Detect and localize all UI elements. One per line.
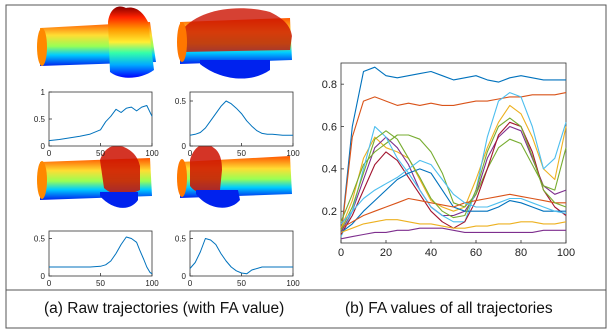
small-plot-3: 0 50 100 0 0.5	[34, 230, 159, 288]
small-plot-4-xtick-label: 0	[188, 279, 193, 288]
small-plot-1-xtick-label: 100	[145, 149, 159, 158]
small-plot-3-xtick-label: 0	[47, 279, 52, 288]
small-plot-2-ytick-label: 0.5	[175, 97, 187, 106]
small-plot-1-ytick-label: 0.5	[34, 115, 46, 124]
small-plot-3-ytick-label: 0	[41, 272, 46, 281]
fa-all-trajectories-xtick-label: 100	[557, 247, 575, 259]
fa-all-trajectories-ytick-label: 0.8	[322, 79, 337, 91]
small-plot-1: 0 50 100 0 0.5 1	[34, 88, 159, 158]
small-plot-4-axes	[189, 230, 294, 277]
fa-all-trajectories-plot: 0 20 40 60 80 100 0.2 0.4 0.6 0.8	[322, 62, 575, 259]
tube-a4	[177, 144, 292, 208]
fa-all-trajectories-xtick-label: 0	[338, 247, 344, 259]
small-plot-4-ytick-label: 0.5	[175, 234, 187, 243]
tube-a2	[177, 8, 292, 79]
fa-all-trajectories-series-13	[340, 159, 567, 225]
fa-all-trajectories-series-5	[340, 134, 567, 223]
small-plot-2-xtick-label: 100	[286, 149, 300, 158]
fa-all-trajectories-ytick-label: 0.4	[322, 164, 337, 176]
fa-all-trajectories-series-12	[340, 117, 567, 231]
small-plot-2-axes	[189, 91, 294, 147]
small-plot-2-ytick-label: 0	[182, 142, 187, 151]
small-plot-3-series-1	[49, 236, 153, 275]
small-plot-3-axes	[48, 230, 153, 277]
small-plot-4: 0 50 100 0 0.5	[175, 230, 300, 288]
fa-all-trajectories-series-9	[340, 193, 566, 229]
fa-all-trajectories-axes	[340, 62, 567, 244]
small-plot-3-xtick-label: 50	[96, 279, 105, 288]
small-plot-1-ytick-label: 0	[41, 142, 46, 151]
small-plot-4-ytick-label: 0	[182, 272, 187, 281]
small-plot-2-xtick-label: 50	[237, 149, 246, 158]
fa-all-trajectories-ytick-label: 0.6	[322, 121, 337, 133]
fa-all-trajectories-series-6	[340, 92, 567, 237]
small-plot-1-series-1	[48, 105, 153, 142]
small-plot-2-xtick-label: 0	[188, 149, 193, 158]
small-plot-3-xtick-label: 100	[145, 279, 159, 288]
fa-all-trajectories-series-1	[340, 66, 566, 237]
small-plot-3-ytick-label: 0.5	[34, 234, 46, 243]
small-plot-1-xtick-label: 0	[47, 149, 52, 158]
fa-all-trajectories-series-11	[340, 227, 566, 240]
fa-all-trajectories-xtick-label: 60	[470, 247, 482, 259]
small-plot-1-xtick-label: 50	[96, 149, 105, 158]
fa-all-trajectories-xtick-label: 40	[425, 247, 437, 259]
small-plot-1-ytick-label: 1	[41, 88, 46, 97]
fa-all-trajectories-xtick-label: 20	[380, 247, 392, 259]
small-plot-2-series-1	[189, 100, 293, 136]
figure-border	[5, 4, 607, 329]
small-plot-4-xtick-label: 50	[237, 279, 246, 288]
small-plot-4-series-1	[189, 238, 293, 275]
small-plot-1-axes	[48, 91, 153, 147]
fa-all-trajectories-ytick-label: 0.2	[322, 206, 337, 218]
fa-all-trajectories-series-3	[340, 104, 567, 229]
fa-all-trajectories-xtick-label: 80	[515, 247, 527, 259]
tube-a1	[37, 6, 156, 78]
caption-b: (b) FA values of all trajectories	[345, 300, 553, 317]
fa-all-trajectories-series-10	[340, 219, 567, 233]
fa-all-trajectories-series-2	[340, 92, 567, 237]
tube-a3	[37, 145, 152, 208]
caption-a: (a) Raw trajectories (with FA value)	[44, 300, 285, 317]
small-plot-4-xtick-label: 100	[286, 279, 300, 288]
fa-all-trajectories-series-4	[340, 125, 567, 233]
small-plot-2: 0 50 100 0 0.5	[175, 91, 300, 158]
